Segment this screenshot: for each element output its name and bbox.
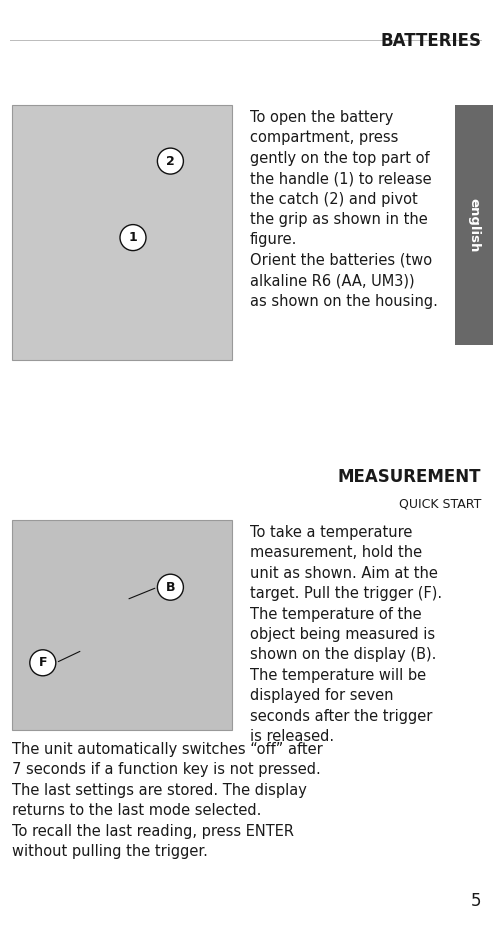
Text: 1: 1 — [128, 231, 137, 244]
Circle shape — [157, 574, 184, 600]
Text: 2: 2 — [166, 154, 175, 167]
Text: The unit automatically switches “off” after
7 seconds if a function key is not p: The unit automatically switches “off” af… — [12, 742, 323, 859]
Circle shape — [30, 650, 56, 676]
Text: MEASUREMENT: MEASUREMENT — [337, 468, 481, 486]
Text: BATTERIES: BATTERIES — [380, 32, 481, 50]
Text: To open the battery
compartment, press
gently on the top part of
the handle (1) : To open the battery compartment, press g… — [250, 110, 438, 309]
Text: B: B — [166, 580, 175, 593]
Text: QUICK START: QUICK START — [399, 498, 481, 511]
Bar — [12, 520, 232, 730]
Text: To take a temperature
measurement, hold the
unit as shown. Aim at the
target. Pu: To take a temperature measurement, hold … — [250, 525, 442, 744]
Text: 5: 5 — [471, 892, 481, 910]
Bar — [12, 105, 232, 360]
Text: english: english — [468, 198, 481, 252]
Text: F: F — [39, 657, 47, 670]
Circle shape — [120, 225, 146, 250]
Circle shape — [157, 148, 184, 174]
Bar — [455, 105, 493, 345]
